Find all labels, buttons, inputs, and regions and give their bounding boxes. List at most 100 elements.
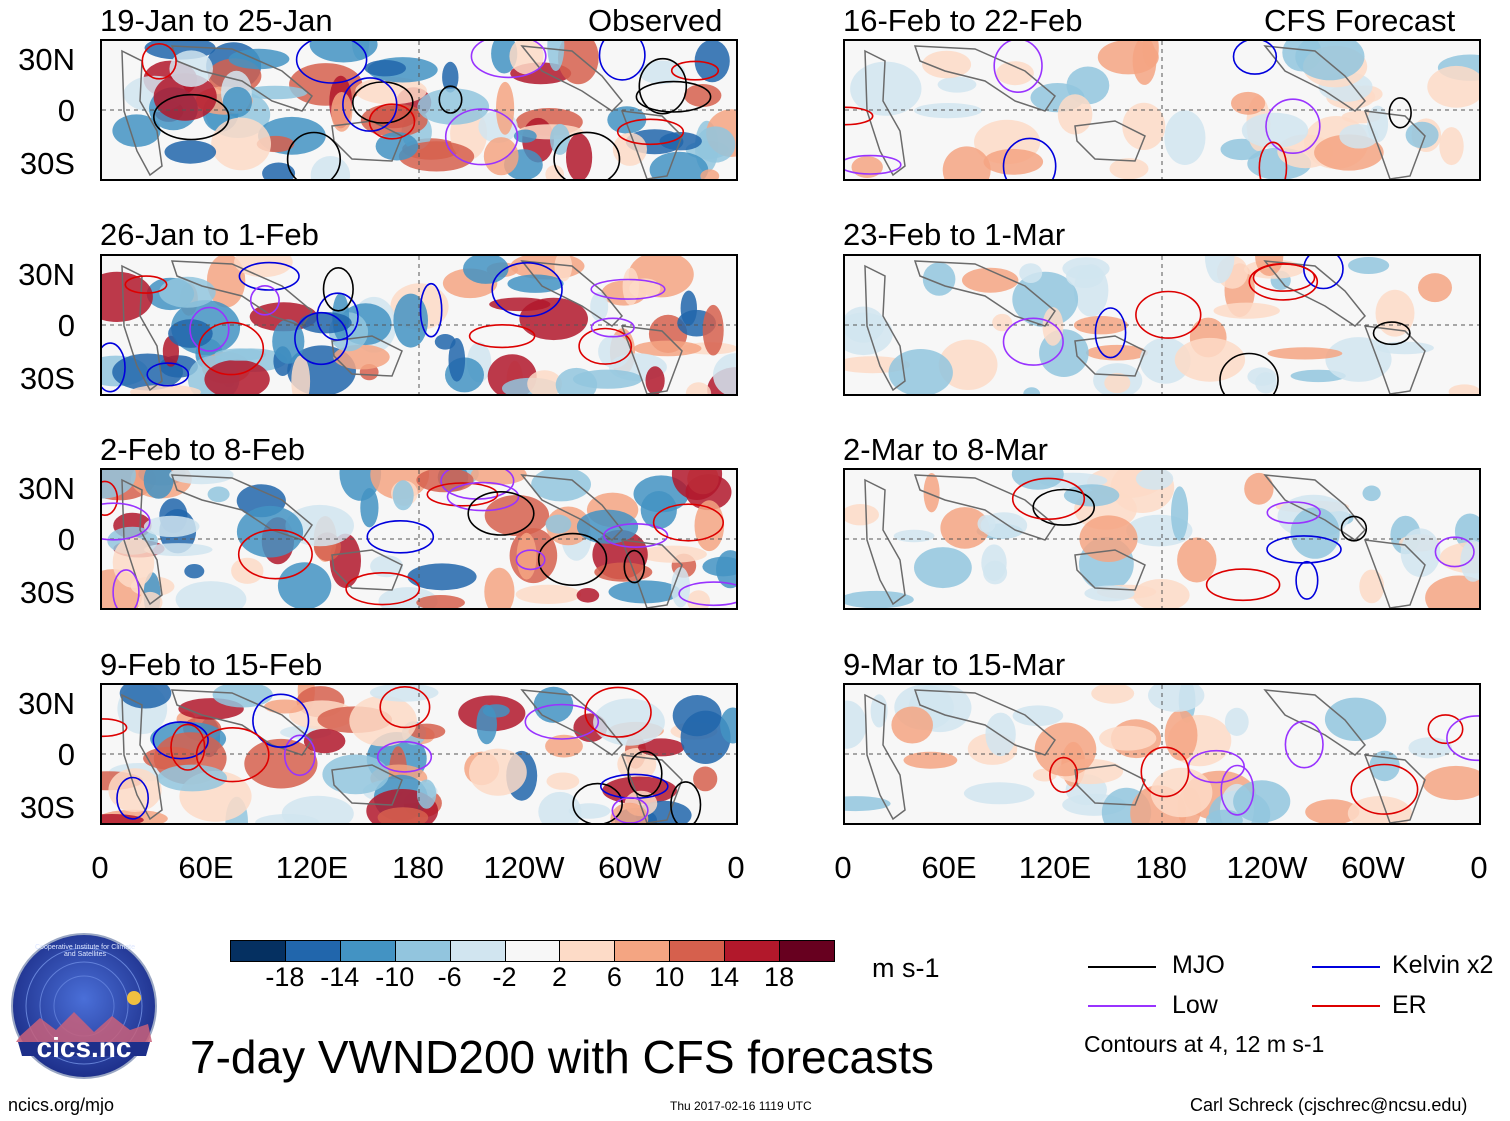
field-anomaly <box>576 588 600 603</box>
wave-contour <box>1350 763 1419 815</box>
map-plot <box>100 39 738 181</box>
wave-contour <box>1032 488 1095 526</box>
field-anomaly <box>962 267 1019 293</box>
field-anomaly <box>408 723 446 740</box>
wave-contour <box>515 549 546 571</box>
field-anomaly <box>1133 579 1190 608</box>
field-anomaly <box>496 81 515 135</box>
y-tick-label: 30N <box>18 471 75 506</box>
coastline <box>170 260 313 327</box>
x-tick-label: 180 <box>392 850 444 885</box>
field-anomaly <box>102 271 153 322</box>
field-anomaly <box>684 84 722 107</box>
field-anomaly <box>671 470 723 500</box>
field-anomaly <box>1205 809 1243 823</box>
coastline <box>1263 474 1367 541</box>
field-anomaly <box>845 504 879 526</box>
field-anomaly <box>992 313 1013 332</box>
field-anomaly <box>695 126 736 163</box>
field-anomaly <box>566 133 593 179</box>
field-anomaly <box>1325 337 1392 382</box>
field-anomaly <box>509 41 544 75</box>
timestamp: Thu 2017-02-16 1119 UTC <box>670 1099 812 1113</box>
map-field <box>845 470 1479 608</box>
field-anomaly <box>164 140 217 164</box>
wave-contour <box>611 796 649 823</box>
wave-contour <box>152 721 209 760</box>
field-anomaly <box>720 707 736 744</box>
field-anomaly <box>557 41 599 85</box>
field-anomaly <box>483 137 519 176</box>
field-anomaly <box>845 796 891 812</box>
x-tick-label: 0 <box>727 850 745 885</box>
field-anomaly <box>1405 121 1439 149</box>
wave-contour <box>444 108 519 166</box>
field-anomaly <box>1150 767 1213 818</box>
wave-contour <box>1011 477 1086 520</box>
wave-contour <box>322 266 354 312</box>
map-field <box>102 256 736 394</box>
x-tick-label: 120W <box>483 850 565 885</box>
y-tick-label: 30S <box>19 575 75 610</box>
logo-ring-text: Cooperative Institute for Climate and Sa… <box>35 944 135 958</box>
field-anomaly <box>1448 384 1479 394</box>
wave-contour <box>189 306 230 352</box>
field-anomaly <box>482 704 510 718</box>
colorbar-swatch <box>449 940 506 962</box>
field-anomaly <box>983 148 1044 175</box>
website-link[interactable]: ncics.org/mjo <box>8 1095 115 1115</box>
field-anomaly <box>923 473 940 513</box>
field-anomaly <box>554 256 573 282</box>
coastline <box>1074 120 1146 162</box>
wave-contour <box>146 362 190 387</box>
field-anomaly <box>1042 307 1064 346</box>
colorbar-swatch <box>339 940 396 962</box>
field-anomaly <box>469 748 527 796</box>
coastline <box>1263 689 1367 756</box>
field-anomaly <box>489 297 551 312</box>
wave-contour <box>1295 560 1319 600</box>
x-tick-label: 60E <box>921 850 977 885</box>
x-tick-label: 60W <box>1341 850 1405 885</box>
wave-contour <box>249 284 280 316</box>
field-anomaly <box>244 738 318 789</box>
map-field <box>845 685 1479 823</box>
wave-contour <box>578 327 633 365</box>
wave-contour <box>467 491 535 536</box>
wave-contour <box>652 503 725 542</box>
coastline <box>620 754 683 823</box>
wave-contour <box>153 93 230 141</box>
field-anomaly <box>1171 486 1189 541</box>
colorbar-swatch <box>724 940 781 962</box>
y-tick-label: 30N <box>18 686 75 721</box>
field-anomaly <box>700 169 720 179</box>
field-anomaly <box>555 367 598 394</box>
x-tick-label: 120W <box>1226 850 1308 885</box>
wave-contour <box>102 480 119 516</box>
field-anomaly <box>610 802 649 823</box>
wave-contour <box>553 131 621 179</box>
field-anomaly <box>242 85 308 100</box>
field-anomaly <box>983 560 1008 585</box>
field-anomaly <box>1066 265 1104 288</box>
field-anomaly <box>448 338 466 382</box>
wave-contour <box>1266 501 1321 524</box>
x-tick-label: 180 <box>1135 850 1187 885</box>
y-tick-label: 30S <box>19 361 75 396</box>
field-anomaly <box>693 766 718 792</box>
field-anomaly <box>364 60 406 77</box>
wave-contour <box>438 85 463 114</box>
field-anomaly <box>175 581 247 608</box>
coastline <box>1074 335 1146 377</box>
field-anomaly <box>850 61 922 116</box>
y-tick-label: 30S <box>19 790 75 825</box>
wave-contour <box>623 549 646 584</box>
wave-contour <box>237 529 313 580</box>
wave-contour <box>316 292 359 341</box>
panel-title: 23-Feb to 1-Mar <box>843 217 1066 252</box>
wave-contour <box>376 740 433 773</box>
field-anomaly <box>645 366 665 394</box>
field-anomaly <box>416 595 465 608</box>
wave-contour <box>1094 307 1127 359</box>
field-anomaly <box>845 590 914 608</box>
